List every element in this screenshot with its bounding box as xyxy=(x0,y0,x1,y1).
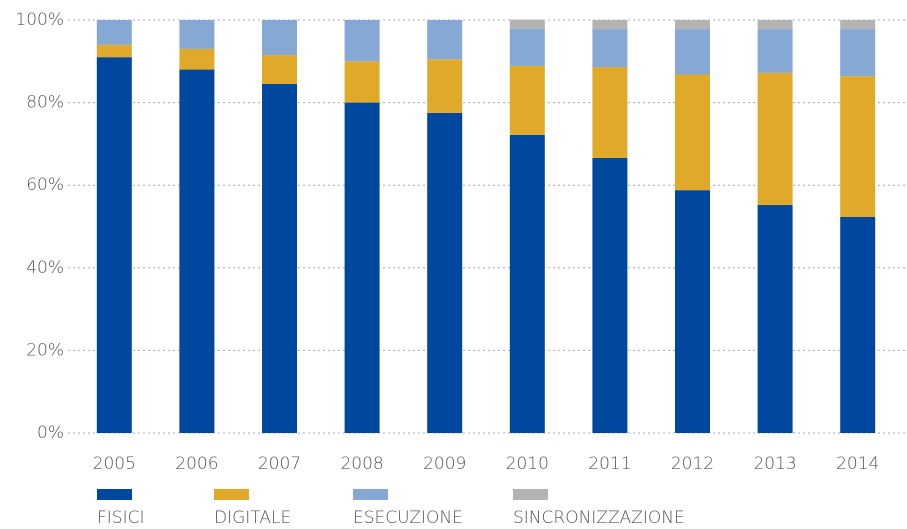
legend-swatch xyxy=(97,489,132,500)
legend-label: FISICI xyxy=(97,508,144,528)
x-tick-label: 2008 xyxy=(340,454,383,474)
x-tick-label: 2013 xyxy=(753,454,796,474)
bar-segment xyxy=(757,72,793,206)
x-tick-label: 2006 xyxy=(175,454,218,474)
bar-segment xyxy=(262,20,297,56)
x-tick-label: 2012 xyxy=(671,454,714,474)
x-tick-label: 2010 xyxy=(506,454,549,474)
bar-segment xyxy=(592,157,628,433)
bar-segment xyxy=(840,29,876,77)
bar-segment xyxy=(675,20,710,30)
bar-segment xyxy=(179,20,215,49)
legend-swatch xyxy=(214,489,249,500)
bar-segment xyxy=(427,112,463,434)
bar-segment xyxy=(757,29,793,73)
bar-segment xyxy=(427,59,463,113)
bar-segment xyxy=(262,84,297,433)
bar-segment xyxy=(96,57,132,434)
bar-segment xyxy=(344,61,380,103)
bar-segment xyxy=(675,29,710,75)
x-tick-label: 2009 xyxy=(423,454,466,474)
x-tick-label: 2011 xyxy=(588,454,631,474)
bar-segment xyxy=(96,44,132,58)
x-tick-label: 2014 xyxy=(836,454,879,474)
legend-label: ESECUZIONE xyxy=(353,508,463,528)
y-tick-label: 60% xyxy=(26,175,64,195)
x-tick-label: 2005 xyxy=(93,454,136,474)
bar-segment xyxy=(592,67,628,158)
y-tick-label: 0% xyxy=(37,423,64,443)
bar-segment xyxy=(509,134,545,433)
bar-segment xyxy=(592,20,628,30)
bar-segment xyxy=(179,48,215,70)
legend-swatch xyxy=(513,489,548,500)
bar-segment xyxy=(427,20,463,60)
bar-segment xyxy=(96,20,132,45)
bar-segment xyxy=(675,190,710,433)
bar-segment xyxy=(840,20,876,30)
bar-segment xyxy=(757,20,793,30)
legend-label: DIGITALE xyxy=(214,508,291,528)
y-tick-label: 80% xyxy=(26,93,64,113)
bar-segment xyxy=(509,19,545,29)
bar-segment xyxy=(840,217,876,433)
legend-swatch xyxy=(353,489,388,500)
bar-segment xyxy=(509,65,545,135)
bar-segment xyxy=(344,20,380,62)
x-tick-label: 2007 xyxy=(258,454,301,474)
bar-segment xyxy=(262,55,297,85)
bar-segment xyxy=(179,69,215,433)
y-tick-label: 40% xyxy=(26,258,64,278)
y-tick-label: 20% xyxy=(26,340,64,360)
bar-segment xyxy=(509,28,545,66)
bar-segment xyxy=(840,76,876,218)
bar-segment xyxy=(592,29,628,68)
bar-segment xyxy=(344,102,380,433)
bar-segment xyxy=(757,205,793,433)
y-tick-label: 100% xyxy=(15,10,64,30)
legend-label: SINCRONIZZAZIONE xyxy=(513,508,685,528)
bar-segment xyxy=(675,74,710,191)
